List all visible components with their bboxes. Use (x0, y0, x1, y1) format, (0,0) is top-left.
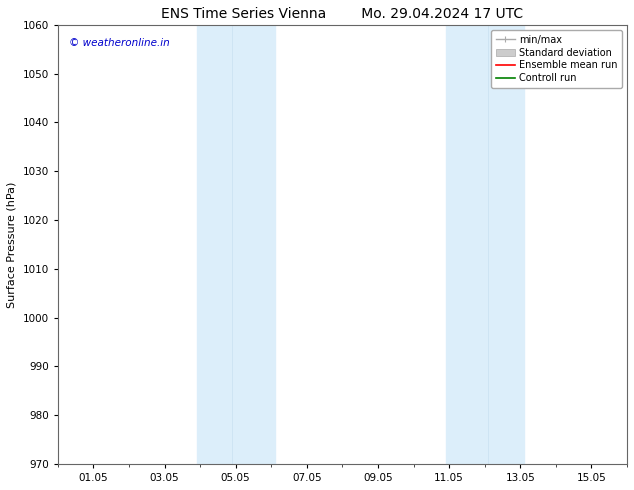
Legend: min/max, Standard deviation, Ensemble mean run, Controll run: min/max, Standard deviation, Ensemble me… (491, 30, 622, 88)
Title: ENS Time Series Vienna        Mo. 29.04.2024 17 UTC: ENS Time Series Vienna Mo. 29.04.2024 17… (162, 7, 524, 21)
Bar (446, 25, 524, 464)
Y-axis label: Surface Pressure (hPa): Surface Pressure (hPa) (7, 181, 17, 308)
Bar (197, 25, 275, 464)
Text: © weatheronline.in: © weatheronline.in (69, 38, 170, 48)
